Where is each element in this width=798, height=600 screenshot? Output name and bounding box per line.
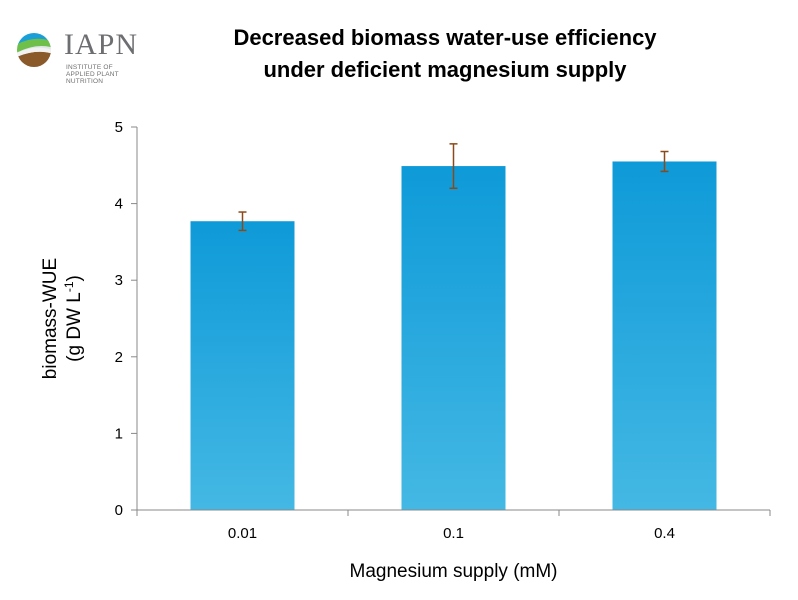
error-bar-0.1: [449, 143, 458, 190]
bars-layer: [190, 161, 717, 511]
y-tick-label: 0: [115, 502, 123, 519]
error-bars-layer: [238, 143, 669, 232]
error-bar-0.01: [238, 211, 247, 232]
bar-0.1: [401, 166, 506, 511]
y-axis-title-line1: biomass-WUE: [40, 258, 61, 379]
logo-name: IAPN: [64, 28, 139, 61]
chart-title-line1: Decreased biomass water-use efficiency: [233, 25, 657, 50]
chart-title: Decreased biomass water-use efficiency u…: [150, 22, 740, 86]
error-bar-0.4: [660, 150, 669, 173]
y-axis-title-close: ): [64, 275, 85, 281]
iapn-logo: IAPN INSTITUTE OF APPLIED PLANT NUTRITIO…: [12, 22, 152, 85]
y-axis-title: biomass-WUE (g DW L-1): [40, 258, 85, 379]
bar-0.4: [612, 161, 717, 510]
logo-subtitle-line1: INSTITUTE OF: [66, 64, 113, 71]
y-tick-label: 5: [115, 119, 123, 136]
y-ticks-layer: 0 1 2 3 4 5: [115, 119, 137, 519]
chart-title-line2: under deficient magnesium supply: [263, 57, 627, 82]
y-tick-label: 3: [115, 272, 123, 289]
y-tick-label: 1: [115, 425, 123, 442]
x-tick-label: 0.4: [654, 525, 675, 542]
logo-subtitle-line2: APPLIED PLANT NUTRITION: [66, 71, 119, 85]
iapn-globe-icon: [17, 33, 51, 67]
y-tick-label: 2: [115, 349, 123, 366]
bar-0.01: [190, 221, 295, 510]
x-axis-title: Magnesium supply (mM): [350, 561, 558, 582]
y-axis-title-exponent: -1: [62, 281, 76, 292]
y-axis-title-line2: (g DW L-1): [62, 275, 85, 362]
y-axis-title-unit: (g DW L: [64, 292, 85, 362]
x-ticks-layer: 0.01 0.1 0.4: [136, 510, 771, 542]
y-tick-label: 4: [115, 196, 123, 213]
x-tick-label: 0.01: [228, 525, 257, 542]
x-tick-label: 0.1: [443, 525, 464, 542]
